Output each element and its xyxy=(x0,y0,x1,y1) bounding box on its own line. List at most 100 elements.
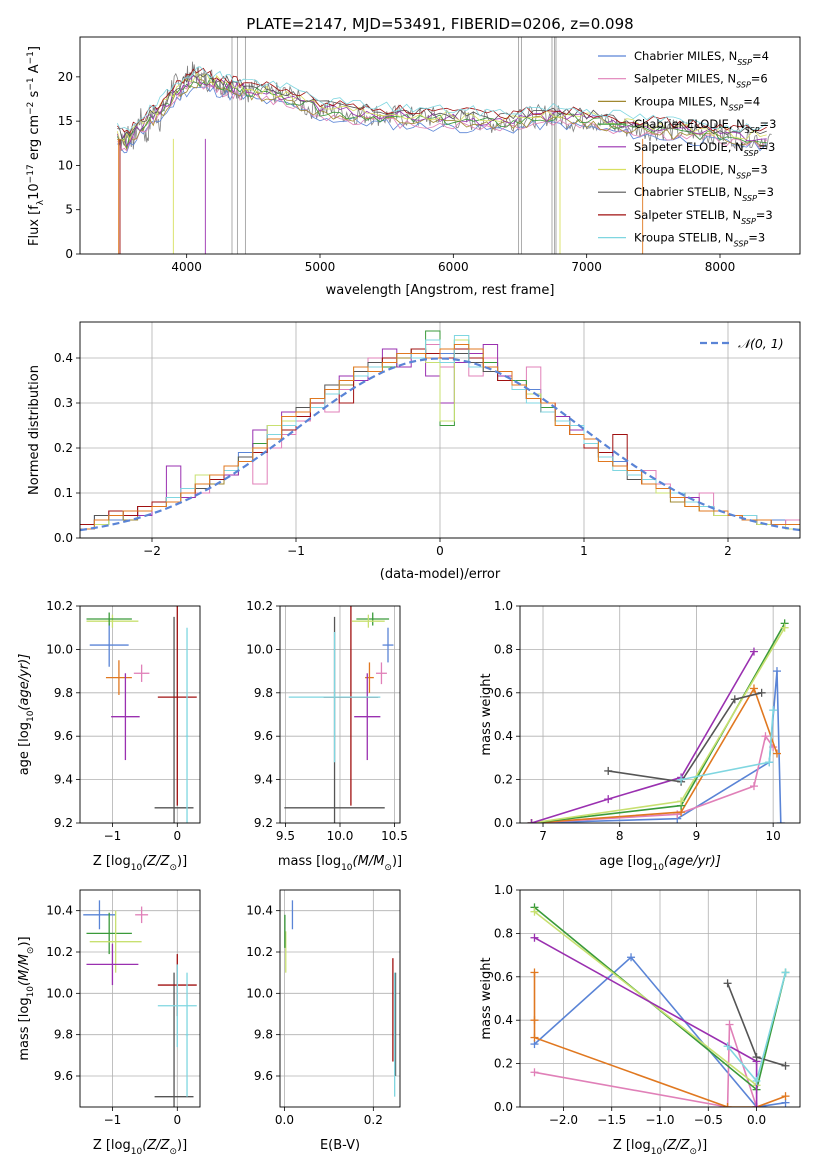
x-tick-label: −1.5 xyxy=(597,1113,626,1127)
plus-marker xyxy=(530,1068,539,1077)
plus-marker xyxy=(530,907,539,916)
legend-entry: Chabrier ELODIE, NSSP=3 xyxy=(634,117,776,135)
age-vs-mass-frame xyxy=(279,605,401,824)
y-tick-label: 9.2 xyxy=(54,816,73,830)
x-tick-label: 8 xyxy=(616,829,624,843)
y-tick-label: 0.0 xyxy=(494,816,513,830)
figure-title: PLATE=2147, MJD=53491, FIBERID=0206, z=0… xyxy=(246,15,633,33)
mass-weight-series xyxy=(531,671,782,823)
model-spectrum-line xyxy=(117,79,767,151)
age-vs-Z-frame xyxy=(79,605,201,824)
x-tick-label: 0 xyxy=(173,829,181,843)
plus-marker xyxy=(604,795,613,804)
y-tick-label: 10.0 xyxy=(246,986,273,1000)
y-axis-label: Flux [fλ10−17 erg cm−2 s−1 A−1] xyxy=(26,46,46,246)
y-axis-label: mass weight xyxy=(479,957,494,1039)
plus-marker xyxy=(527,819,536,823)
x-tick-label: −0.5 xyxy=(694,1113,723,1127)
mass-weight-series xyxy=(534,937,758,1107)
x-axis-label: wavelength [Angstrom, rest frame] xyxy=(326,283,555,298)
plus-marker xyxy=(530,968,539,977)
x-tick-label: 2 xyxy=(724,544,732,558)
x-tick-label: −1 xyxy=(287,544,305,558)
plus-marker xyxy=(723,1103,732,1107)
x-tick-label: 1 xyxy=(580,544,588,558)
spectrum-axes: 4000 5000 6000 7000 8000 0 5 10 15 20 xyxy=(58,70,736,274)
legend-entry: Salpeter STELIB, NSSP=3 xyxy=(634,208,773,226)
plus-marker xyxy=(730,695,739,704)
plus-marker xyxy=(723,1042,732,1051)
model-spectrum-line xyxy=(117,86,767,154)
x-tick-label: 5000 xyxy=(305,260,336,274)
y-tick-label: 1.0 xyxy=(494,883,513,897)
y-tick-label: 9.6 xyxy=(54,1069,73,1083)
plus-marker xyxy=(752,1076,761,1085)
plus-marker xyxy=(769,706,778,715)
errorbar-point xyxy=(288,632,381,763)
plus-marker xyxy=(761,732,770,741)
x-tick-label: 10.5 xyxy=(381,829,408,843)
y-tick-label: 0 xyxy=(65,247,73,261)
x-tick-label: 10 xyxy=(766,829,781,843)
y-tick-label: 0.6 xyxy=(494,970,513,984)
mass-vs-Z-points xyxy=(83,900,197,1107)
x-tick-label: 9.5 xyxy=(276,829,295,843)
y-axis-label: mass [log10(M/M⊙)] xyxy=(17,936,36,1060)
legend-entry: 𝒩(0, 1) xyxy=(738,336,784,351)
plus-marker xyxy=(781,968,790,977)
x-axis-label: Z [log10(Z/Z⊙)] xyxy=(93,1138,187,1157)
plus-marker xyxy=(604,766,613,775)
errorbar-point xyxy=(157,606,197,806)
plus-marker xyxy=(776,819,785,823)
x-tick-label: 0.2 xyxy=(364,1113,383,1127)
mass-weight-series xyxy=(531,686,778,823)
y-tick-label: 20 xyxy=(58,70,73,84)
age-vs-Z-points xyxy=(86,606,197,823)
residuals-frame xyxy=(79,321,801,539)
plus-marker xyxy=(752,1103,761,1107)
y-tick-label: 0.2 xyxy=(494,1057,513,1071)
plus-marker xyxy=(530,1033,539,1042)
x-axis-label: (data-model)/error xyxy=(380,567,501,582)
plus-marker xyxy=(723,979,732,988)
errorbar-point xyxy=(86,612,132,626)
plus-marker xyxy=(530,1016,539,1025)
x-tick-label: 0.0 xyxy=(275,1113,294,1127)
mass-weight-series xyxy=(534,1024,758,1107)
mass-vs-EBV-frame xyxy=(279,889,401,1108)
y-tick-label: 10.4 xyxy=(246,904,273,918)
errorbar-point xyxy=(354,673,381,761)
x-tick-label: 8000 xyxy=(705,260,736,274)
plus-marker xyxy=(752,1053,761,1062)
y-tick-label: 0.8 xyxy=(494,926,513,940)
plus-marker xyxy=(765,758,774,767)
errorbar-point xyxy=(111,673,140,761)
legend-entry: Kroupa MILES, NSSP=4 xyxy=(634,94,760,112)
y-tick-label: 10.2 xyxy=(46,599,73,613)
y-tick-label: 9.8 xyxy=(54,686,73,700)
errorbar-point xyxy=(86,614,139,628)
errorbar-point xyxy=(185,972,189,1097)
massweight-vs-Z-frame xyxy=(519,889,801,1108)
age-vs-mass-axes: 9.5 10.0 10.5 9.2 9.4 9.6 9.8 10.0 10.2 xyxy=(246,599,408,843)
x-tick-label: 0 xyxy=(436,544,444,558)
mass-weight-series xyxy=(531,623,786,823)
plus-marker xyxy=(725,1020,734,1029)
x-tick-label: −1 xyxy=(104,1113,122,1127)
x-tick-label: 9 xyxy=(693,829,701,843)
spectrum-frame xyxy=(79,36,801,255)
y-axis-label: mass weight xyxy=(479,673,494,755)
y-tick-label: 9.6 xyxy=(254,729,273,743)
y-tick-label: 10.2 xyxy=(46,945,73,959)
plus-marker xyxy=(749,782,758,791)
age-vs-mass-points xyxy=(284,606,394,823)
mass-weight-series xyxy=(531,627,786,823)
x-tick-label: −1 xyxy=(104,829,122,843)
model-spectrum-line xyxy=(116,77,767,149)
plus-marker xyxy=(530,933,539,942)
y-tick-label: 9.6 xyxy=(254,1069,273,1083)
y-tick-label: 10.0 xyxy=(46,986,73,1000)
y-tick-label: 0.0 xyxy=(54,531,73,545)
y-axis-label: Normed distribution xyxy=(27,365,42,495)
